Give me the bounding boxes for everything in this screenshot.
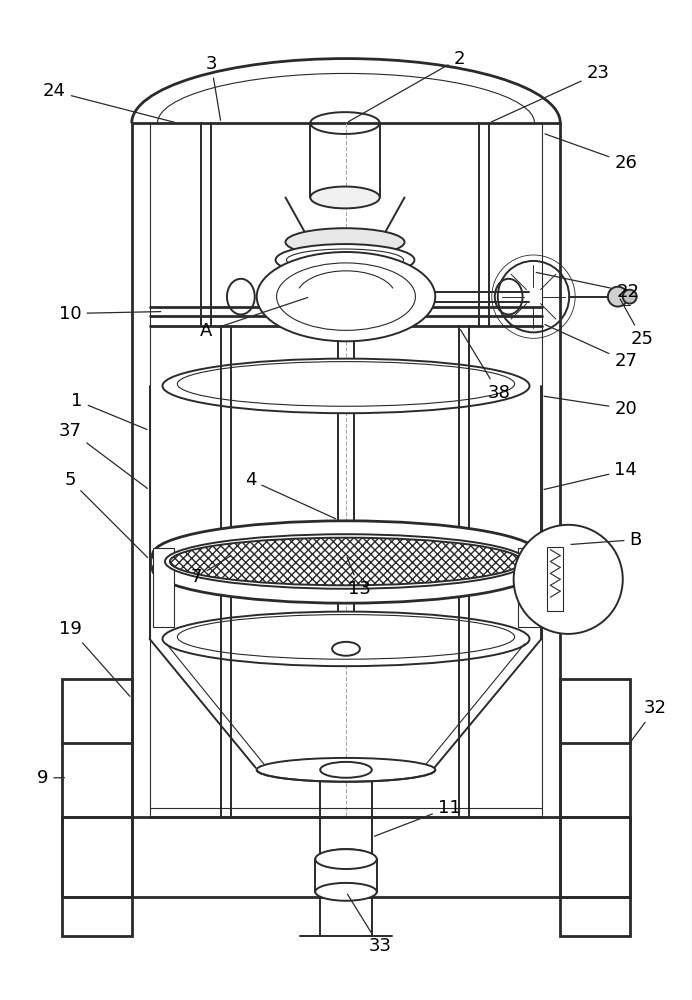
- Bar: [152, 548, 174, 627]
- Ellipse shape: [152, 521, 540, 588]
- Text: A: A: [200, 298, 308, 340]
- Ellipse shape: [152, 536, 540, 603]
- Text: 3: 3: [206, 55, 221, 120]
- Ellipse shape: [257, 252, 435, 341]
- Ellipse shape: [332, 642, 360, 656]
- Ellipse shape: [310, 187, 380, 208]
- Text: B: B: [571, 531, 641, 549]
- Ellipse shape: [623, 290, 637, 304]
- Text: 27: 27: [545, 325, 637, 370]
- Ellipse shape: [316, 883, 376, 901]
- Ellipse shape: [170, 538, 522, 585]
- Text: 4: 4: [245, 471, 336, 519]
- Ellipse shape: [608, 287, 628, 307]
- Text: 19: 19: [59, 620, 130, 696]
- Text: 10: 10: [59, 305, 161, 323]
- Bar: [547, 547, 563, 611]
- Text: 25: 25: [620, 299, 654, 348]
- Text: 13: 13: [347, 557, 372, 598]
- Ellipse shape: [163, 612, 529, 666]
- Text: 7: 7: [190, 556, 230, 586]
- Text: 5: 5: [64, 471, 147, 558]
- Ellipse shape: [286, 228, 405, 256]
- Ellipse shape: [163, 359, 529, 413]
- Text: 9: 9: [37, 769, 64, 787]
- Ellipse shape: [165, 534, 527, 589]
- Text: 23: 23: [491, 64, 610, 122]
- Text: 1: 1: [71, 392, 147, 430]
- Text: 22: 22: [536, 272, 639, 301]
- Text: 11: 11: [374, 799, 461, 836]
- Text: 33: 33: [347, 894, 391, 955]
- Text: 20: 20: [544, 396, 637, 418]
- Text: 32: 32: [631, 699, 667, 741]
- Ellipse shape: [275, 244, 415, 276]
- Circle shape: [513, 525, 623, 634]
- Ellipse shape: [316, 849, 376, 869]
- Text: 38: 38: [460, 330, 510, 402]
- Ellipse shape: [320, 849, 372, 865]
- Bar: [518, 548, 540, 627]
- Text: 2: 2: [348, 50, 465, 122]
- Text: 24: 24: [43, 82, 174, 122]
- Bar: [561, 817, 630, 897]
- Bar: [561, 679, 630, 936]
- Bar: [62, 679, 131, 936]
- Text: 14: 14: [544, 461, 637, 489]
- Ellipse shape: [320, 762, 372, 778]
- Text: 37: 37: [59, 422, 147, 488]
- Text: 26: 26: [545, 134, 637, 172]
- Bar: [62, 817, 131, 897]
- Ellipse shape: [257, 758, 435, 782]
